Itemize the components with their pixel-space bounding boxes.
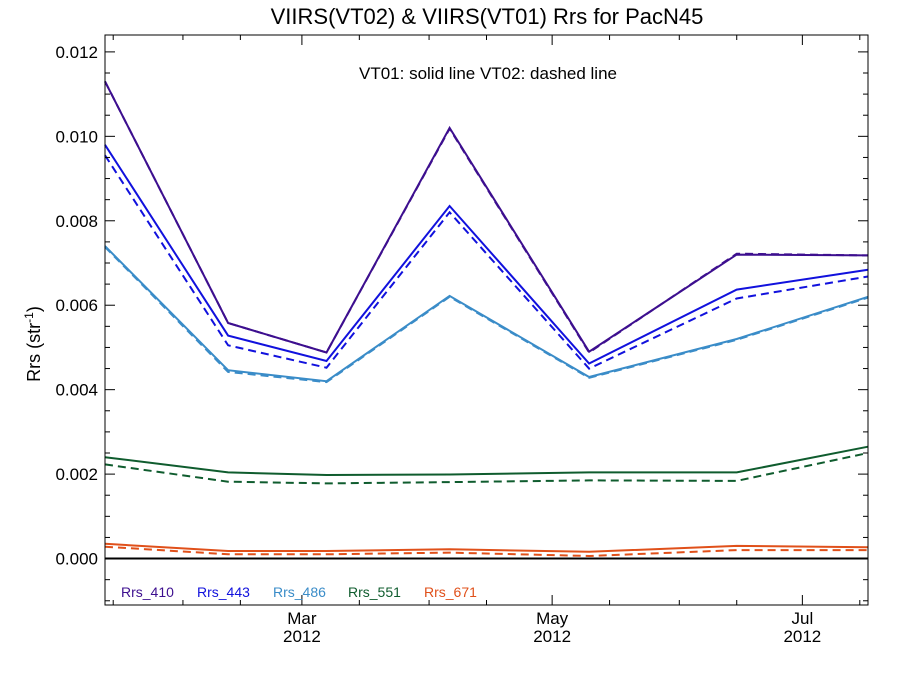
series-line-rrs-551-dashed xyxy=(104,452,869,485)
series-layer xyxy=(104,80,869,558)
y-tick-label: 0.000 xyxy=(55,550,98,569)
series-line-rrs-443-solid xyxy=(104,144,869,365)
y-axis-label-superscript: -1 xyxy=(22,312,36,323)
line-style-note: VT01: solid line VT02: dashed line xyxy=(359,64,617,83)
plot-frame xyxy=(104,34,869,606)
legend-item-rrs-551: Rrs_551 xyxy=(348,584,401,600)
series-line-rrs-671-dashed xyxy=(104,545,868,558)
series-line-rrs-443-dashed xyxy=(104,154,869,370)
y-tick-label: 0.010 xyxy=(55,127,98,146)
chart-title: VIIRS(VT02) & VIIRS(VT01) Rrs for PacN45 xyxy=(271,4,704,29)
series-line-rrs-671-solid xyxy=(104,542,869,553)
x-tick-year: 2012 xyxy=(283,627,321,646)
legend-item-rrs-486: Rrs_486 xyxy=(273,584,326,600)
y-axis-label-text: Rrs (str xyxy=(24,323,44,382)
y-tick-label: 0.004 xyxy=(55,381,98,400)
legend-item-rrs-443: Rrs_443 xyxy=(197,584,250,600)
y-tick-label: 0.012 xyxy=(55,43,98,62)
x-tick-month: May xyxy=(536,609,569,628)
x-tick-month: Jul xyxy=(791,609,813,628)
legend: Rrs_410 Rrs_443 Rrs_486 Rrs_551 Rrs_671 xyxy=(121,584,477,600)
series-line-rrs-486-dashed xyxy=(104,246,869,384)
x-tick-year: 2012 xyxy=(783,627,821,646)
y-axis-label: Rrs (str-1) xyxy=(22,306,44,382)
y-tick-label: 0.002 xyxy=(55,465,98,484)
series-line-rrs-410-solid xyxy=(104,80,869,354)
y-tick-label: 0.008 xyxy=(55,212,98,231)
x-tick-month: Mar xyxy=(287,609,317,628)
x-tick-year: 2012 xyxy=(533,627,571,646)
series-line-rrs-551-solid xyxy=(104,445,869,477)
series-line-rrs-410-dashed xyxy=(104,80,869,354)
y-axis-label-close: ) xyxy=(24,306,44,312)
ticks-layer: 0.0000.0020.0040.0060.0080.0100.012Mar20… xyxy=(55,35,868,646)
legend-item-rrs-671: Rrs_671 xyxy=(424,584,477,600)
plot-area: 0.0000.0020.0040.0060.0080.0100.012Mar20… xyxy=(55,34,869,646)
y-tick-label: 0.006 xyxy=(55,296,98,315)
legend-item-rrs-410: Rrs_410 xyxy=(121,584,174,600)
series-line-rrs-486-solid xyxy=(104,245,869,383)
